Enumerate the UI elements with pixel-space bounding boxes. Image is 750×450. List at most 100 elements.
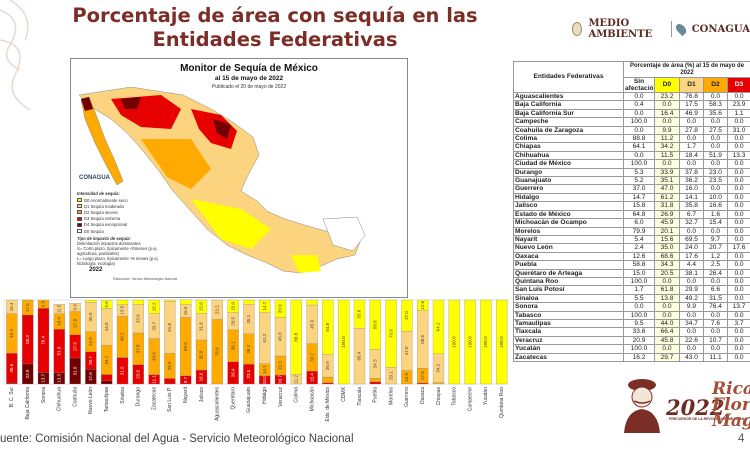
value-cell: 0.0: [703, 134, 728, 144]
value-cell: 0.0: [726, 293, 750, 304]
chart-plot-area: [3, 299, 508, 385]
entity-cell: Chiapas: [513, 142, 624, 152]
bar-value-label: 29.7: [151, 321, 156, 330]
x-tick-label: Oaxaca: [420, 387, 426, 404]
value-cell: 0.0: [703, 344, 728, 354]
value-cell: 100.0: [623, 344, 655, 354]
x-tick-label: Sinaloa: [120, 387, 126, 404]
banner-tag: PRECURSOR DE LA REVOLUCIÓN MEXICANA: [669, 417, 747, 421]
table-body: Aguascalientes 0.0 23.2 76.8 0.0 0.0 Baja Cali…: [513, 91, 750, 363]
value-cell: 10.0: [703, 192, 728, 203]
value-cell: 20.1: [654, 226, 680, 236]
map-title: Monitor de Sequía de México: [180, 63, 318, 74]
value-cell: 0.0: [654, 302, 680, 312]
bar-value-label: 100.0: [499, 336, 504, 348]
value-cell: 6.7: [679, 209, 704, 220]
value-cell: 33.9: [654, 167, 680, 178]
x-tick-label: Nuevo León: [88, 387, 94, 414]
value-cell: 16.0: [679, 184, 704, 194]
entity-cell: Chihuahua: [513, 150, 624, 161]
value-cell: 15.8: [623, 201, 655, 211]
entity-cell: Aguascalientes: [513, 91, 624, 102]
value-cell: 0.0: [703, 276, 728, 287]
value-cell: 9.9: [654, 125, 680, 136]
x-tick-label: Baja California: [25, 387, 31, 420]
value-cell: 0.0: [703, 310, 728, 320]
value-cell: 11.2: [654, 134, 680, 144]
table-row: Guerrero 37.0 47.0 16.0 0.0 0.0: [513, 184, 750, 194]
bar-value-label: 64.8: [325, 322, 330, 331]
bar-segment-d2: [432, 382, 445, 385]
value-cell: 0.0: [726, 310, 750, 320]
value-cell: 0.0: [726, 218, 750, 228]
value-cell: 0.0: [654, 276, 680, 287]
bar-value-label: 14.7: [262, 301, 267, 310]
value-cell: 35.8: [679, 201, 704, 211]
x-tick-label: Tabasco: [452, 387, 458, 406]
value-cell: 23.9: [726, 100, 750, 110]
value-cell: 1.6: [703, 209, 728, 220]
value-cell: 0.0: [703, 117, 728, 127]
bar-value-label: 37.8: [135, 344, 140, 353]
table-row: Michoacán de Ocampo 6.0 45.9 32.7 15.4 0.0: [513, 218, 750, 228]
entity-cell: Ciudad de México: [513, 159, 624, 169]
bar-value-label: 23.9: [25, 369, 30, 378]
table-row: Zacatecas 16.2 29.7 43.0 11.1 0.0: [513, 352, 750, 363]
bar-value-label: 44.0: [104, 322, 109, 331]
value-cell: 37.0: [623, 184, 655, 194]
value-cell: 0.0: [679, 117, 704, 127]
value-cell: 15.4: [703, 218, 728, 228]
bar-segment-d0: [448, 299, 460, 385]
table-row: Querétaro de Arteaga 15.0 20.5 38.1 26.4 0.0: [513, 268, 750, 278]
value-cell: 0.0: [623, 108, 655, 119]
value-cell: 1.7: [679, 142, 704, 152]
bar-segment-d0: [116, 299, 129, 305]
value-cell: 38.1: [679, 268, 704, 278]
value-cell: 0.0: [726, 276, 750, 287]
value-cell: 0.0: [654, 159, 680, 169]
value-cell: 0.0: [726, 117, 750, 127]
bar-segment-d3: [164, 378, 176, 385]
legend-swatch: [77, 210, 82, 215]
bar-value-label: 12.6: [420, 300, 425, 309]
title-line-1: Porcentaje de área con sequía en las: [72, 4, 478, 27]
value-cell: 0.0: [726, 209, 750, 220]
map-legend: Intensidad de sequía: D0 Anormalmente se…: [77, 191, 177, 266]
entity-cell: Jalisco: [513, 201, 624, 211]
bar-segment-d0: [243, 299, 255, 305]
table-row: Tlaxcala 33.6 66.4 0.0 0.0 0.0: [513, 327, 750, 337]
bar-value-label: 16.4: [9, 302, 14, 311]
col-header-group: Porcentaje de área (%) al 15 de mayo de …: [622, 61, 750, 78]
bar-segment-d0: [290, 299, 302, 375]
bar-value-label: 11.2: [293, 375, 298, 384]
table-row: Durango 5.3 33.9 37.8 23.0 0.0: [513, 167, 750, 178]
entity-cell: Tabasco: [513, 310, 624, 320]
value-cell: 20.7: [703, 243, 728, 253]
value-cell: 23.2: [654, 91, 680, 102]
bar-segment-d0: [195, 299, 208, 314]
table-row: Baja California 0.4 0.0 17.5 58.3 23.9: [513, 100, 750, 110]
x-tick-label: Coahuila: [72, 387, 78, 407]
bar-segment-d0: [164, 299, 176, 302]
legend-item: D0 Anormalmente seco: [77, 197, 177, 203]
bar-value-label: 9.9: [41, 301, 46, 308]
value-cell: 5.4: [623, 234, 655, 245]
value-cell: 13.8: [654, 293, 680, 304]
value-cell: 16.6: [703, 201, 728, 211]
bar-value-label: 23.2: [214, 305, 219, 314]
x-tick-label: Tamaulipas: [104, 387, 110, 413]
anniversary-banner: 2022 PRECURSOR DE LA REVOLUCIÓN MEXICANA…: [608, 375, 750, 435]
value-cell: 29.7: [654, 352, 680, 363]
value-cell: 0.0: [703, 91, 728, 102]
value-cell: 0.4: [623, 100, 655, 110]
value-cell: 44.0: [654, 318, 680, 329]
value-cell: 1.1: [726, 108, 750, 119]
value-cell: 64.8: [623, 209, 655, 220]
value-cell: 32.7: [679, 218, 704, 228]
table-row: Tabasco 100.0 0.0 0.0 0.0 0.0: [513, 310, 750, 320]
table-row: Puebla 58.8 34.3 4.4 2.5 0.0: [513, 260, 750, 270]
legend-item: D4 Sequía excepcional: [77, 222, 177, 228]
bar-value-label: 49.2: [120, 332, 125, 341]
value-cell: 88.8: [623, 134, 655, 144]
bar-segment-d3: [101, 374, 113, 382]
